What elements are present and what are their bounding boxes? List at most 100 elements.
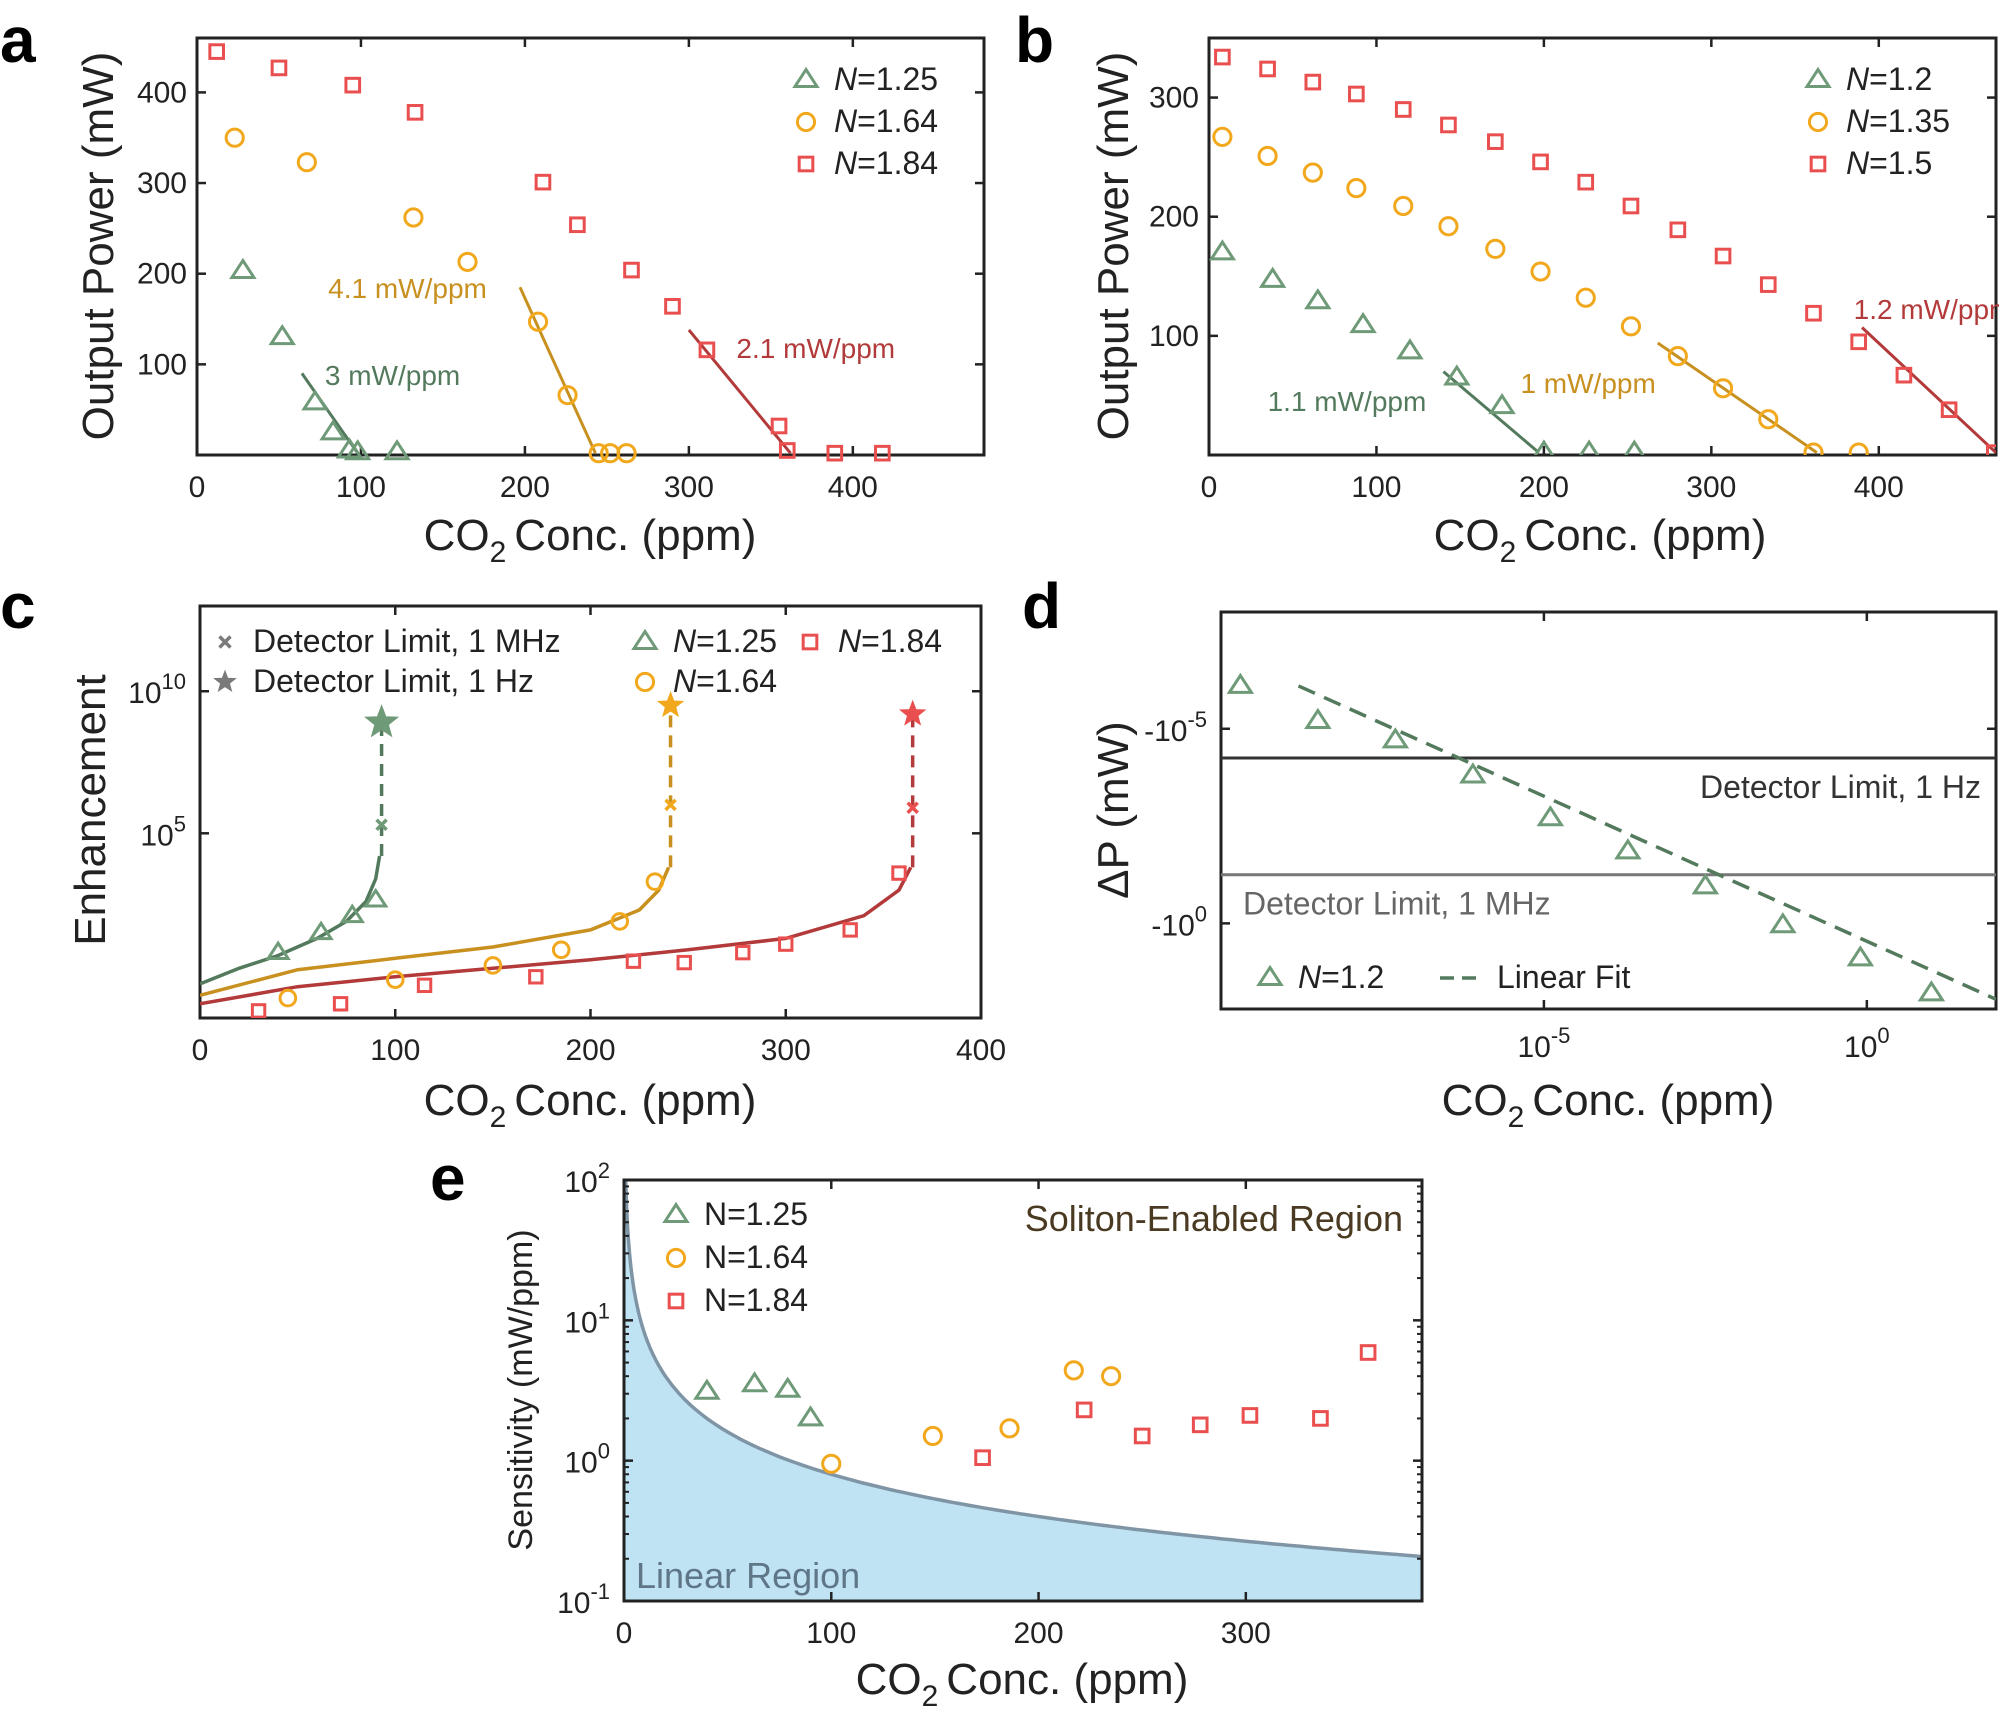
data-point-square [1805,304,1822,322]
x-tick-label: 300 [761,1034,811,1067]
y-axis-label-b: Output Power (mW) [1089,52,1138,441]
data-point-circle [385,970,405,989]
data-point-square [344,76,362,94]
legend-entry-label: N=1.84 [834,145,938,181]
data-point-square [826,444,844,462]
data-point-square [1532,153,1549,171]
region-label-linear: Linear Region [636,1555,860,1596]
x-axis-label-sub-b: 2 [1500,536,1517,569]
data-point-triangle [1846,945,1875,967]
data-point-triangle [1578,439,1600,455]
y-tick-label: 300 [1149,82,1199,115]
slope-annotation: 3 mW/ppm [325,360,460,391]
data-point-circle [588,443,609,464]
x-axis-label-main-a: CO [424,511,490,560]
y-tick-label: 102 [564,1158,610,1199]
x-axis-label-a: CO2 Conc. (ppm) [424,511,757,569]
data-point-square [1669,221,1687,239]
detector-limit-1hz-marker [364,704,400,738]
data-point-square [208,43,225,60]
data-point-triangle [693,1378,721,1400]
panel-b: b 0 100 200 300 400 100 200 300 1.1 mW/ppm 1 mW/… [1015,4,1999,569]
fit-line [1656,341,1818,454]
data-point-square [1940,401,1958,419]
data-point-square [770,417,788,435]
data-point-triangle [773,1376,802,1398]
x-tick-label: 100 [1844,1023,1890,1064]
y-tick-label: 100 [137,348,187,381]
legend-entry-label: N=1.64 [704,1239,808,1275]
x-tick-label: 200 [1014,1617,1064,1650]
x-tick-label: 300 [1686,471,1736,504]
data-point-triangle [1258,266,1287,288]
data-point-circle [557,385,578,406]
x-tick-label: 100 [336,471,386,504]
detector-limit-1mhz-marker [375,818,388,832]
panel-label-e: e [430,1142,466,1214]
legend-entry-marker [1809,155,1827,173]
x-tick-label: 400 [828,471,878,504]
data-point-circle [922,1425,943,1447]
legend-c: Detector Limit, 1 MHz Detector Limit, 1 H… [213,623,942,699]
data-point-triangle [1304,288,1332,310]
data-point-circle [1848,442,1869,455]
x-axis-label-main-d: CO [1442,1076,1508,1125]
legend-entry-marker [1256,964,1284,986]
fit-lines-d [1297,684,1996,1001]
data-point-circle [610,912,630,931]
tick-layer-b: 0 100 200 300 400 100 200 300 [1149,38,1996,504]
data-point-circle [616,443,637,464]
data-point-square [1759,276,1777,293]
slope-annotation: 4.1 mW/ppm [328,273,487,304]
data-point-circle [483,956,503,975]
data-point-circle [600,443,621,464]
legend-entry-marker [795,111,817,133]
y-tick-label: 10-1 [557,1579,610,1620]
data-point-triangle [308,920,334,941]
detector-limit-1mhz-marker [906,801,919,814]
data-point-square [778,442,796,459]
x-axis-label-main-e: CO [856,1655,922,1704]
data-point-circle [1712,378,1734,399]
slope-annotation: 2.1 mW/ppm [736,333,895,364]
data-point-triangle [1691,873,1720,895]
y-tick-label: 105 [140,811,186,852]
data-point-circle [1101,1366,1122,1387]
legend-entry-label: Detector Limit, 1 MHz [253,623,561,659]
data-point-circle [821,1453,842,1474]
data-point-circle [1667,346,1688,367]
fit-line [518,286,597,454]
y-tick-label: 101 [564,1298,610,1339]
tick-layer-d: 10-5 100 -10-5 -100 [1144,612,1996,1064]
panel-label-a: a [0,4,36,76]
x-axis-label-sub-a: 2 [490,536,507,569]
tick-layer-c: 0 100 200 300 400 105 1010 [128,606,1006,1067]
data-point-circle [1346,178,1367,199]
data-point-circle [1803,442,1824,455]
data-point-triangle [301,389,329,411]
data-point-square [1304,73,1322,91]
y-axis-label-e: Sensitivity (mW/ppm) [502,1229,540,1550]
y-axis-label-a: Output Power (mW) [74,52,123,441]
data-point-circle [1485,238,1506,259]
data-point-square [625,953,642,969]
x-tick-label: 10-5 [1517,1023,1570,1064]
data-point-triangle [1488,392,1516,415]
data-point-circle [1575,287,1596,308]
legend-entry-marker [662,1201,690,1223]
plot-frame-e [622,1178,1424,1603]
data-point-square [842,922,858,938]
data-point-triangle [1533,439,1555,455]
linear-region-boundary [624,1180,1422,1559]
data-point-square [664,298,681,315]
x-tick-label: 100 [806,1617,856,1650]
legend-entry-marker [665,1247,687,1269]
legend-e: N=1.25 N=1.64 N=1.84 [662,1196,808,1318]
data-point-circle [278,988,298,1008]
legend-entry-marker [797,155,815,173]
data-point-square [250,1003,267,1018]
x-axis-label-rest-b: Conc. (ppm) [1524,511,1766,560]
linear-region-area [624,1180,1422,1601]
data-point-square [891,865,907,881]
